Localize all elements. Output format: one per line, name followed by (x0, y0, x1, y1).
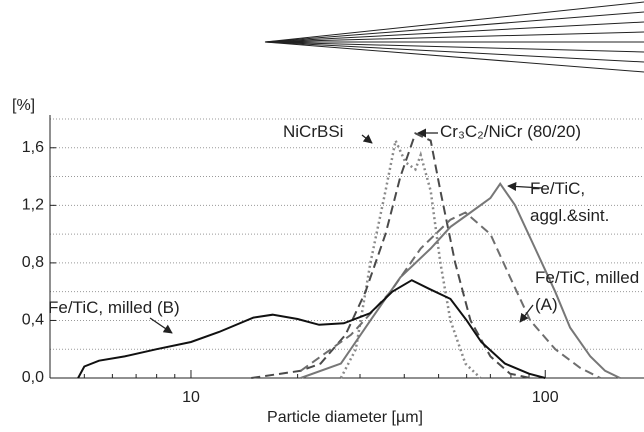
y-tick-label: 0,8 (22, 254, 44, 271)
series-line (339, 136, 482, 379)
label-arrow (149, 317, 173, 334)
series-label: Fe/TiC, milled (A) (535, 268, 640, 314)
y-tick-label: 0,4 (22, 312, 44, 329)
x-tick-label: 100 (532, 389, 559, 406)
series-label: Fe/TiC, aggl.&sint. (530, 179, 610, 225)
x-tick-label: 10 (182, 389, 200, 406)
label-arrow (507, 181, 543, 192)
y-tick-label: 0,0 (22, 369, 44, 386)
series-label: Fe/TiC, milled (B) (48, 298, 180, 317)
series-line (251, 132, 531, 379)
x-axis-label: Particle diameter [µm] (267, 409, 423, 426)
series-label: NiCrBSi (283, 122, 344, 141)
series-label: Cr₃C₂/NiCr (80/20) (440, 122, 582, 141)
y-tick-label: 1,6 (22, 139, 44, 156)
label-arrow (519, 304, 534, 323)
label-arrow (361, 134, 373, 144)
y-unit-label: [%] (12, 97, 35, 114)
series-line (77, 279, 546, 379)
decorative-fan (264, 1, 644, 73)
y-tick-label: 1,2 (22, 197, 44, 214)
